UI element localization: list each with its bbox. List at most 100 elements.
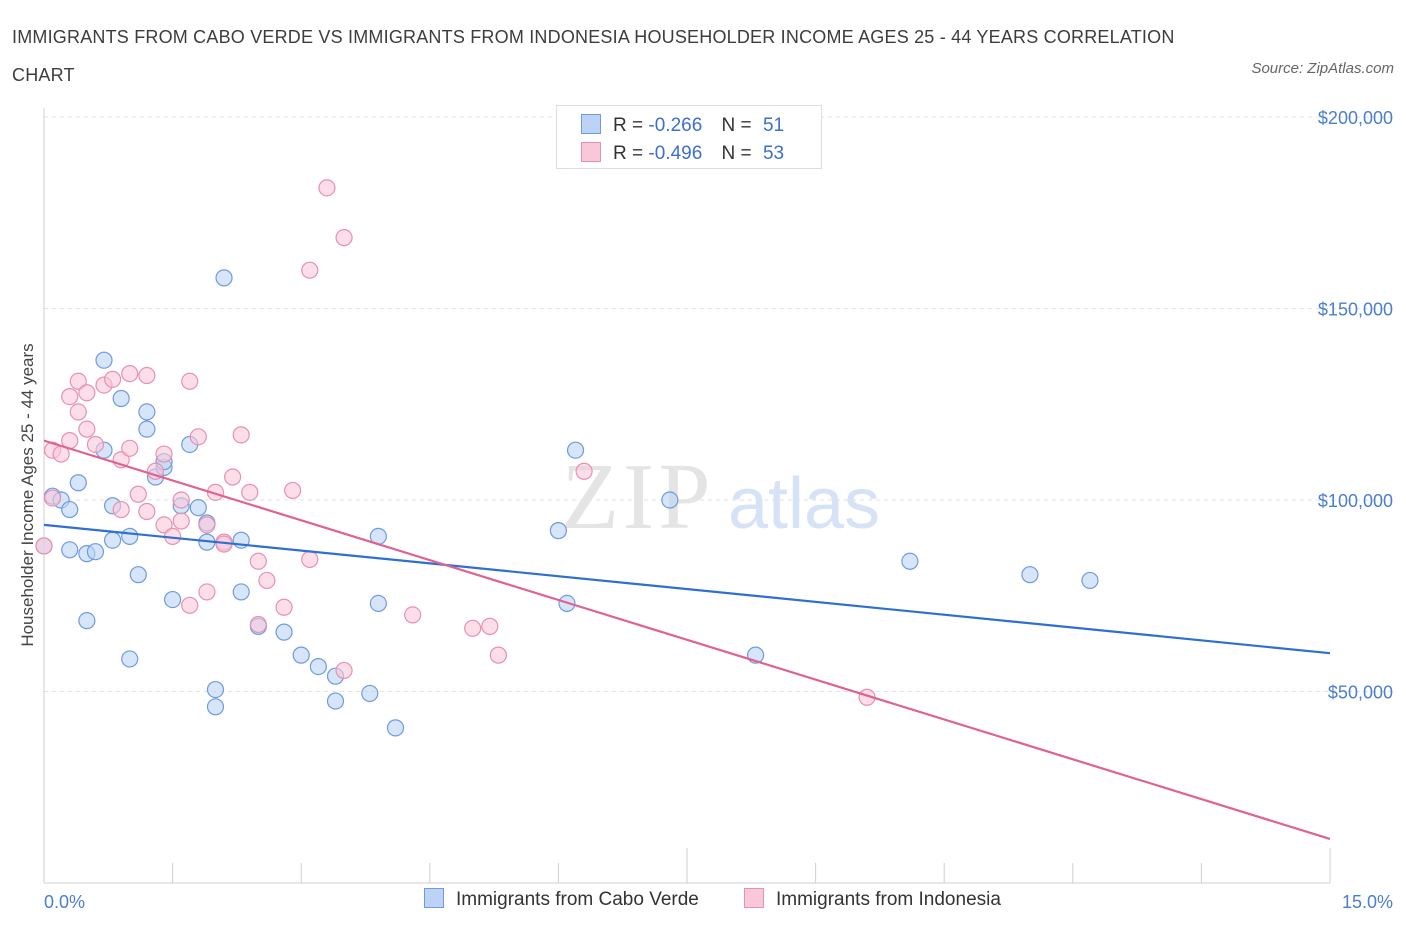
point-cabo-verde	[232, 583, 250, 601]
y-tick-label: $150,000	[1318, 300, 1393, 320]
point-indonesia	[404, 606, 422, 624]
source-label: Source: ZipAtlas.com	[1251, 60, 1394, 77]
legend-label: Immigrants from Indonesia	[776, 889, 1001, 910]
stats-r-label: R =	[613, 143, 644, 164]
point-indonesia	[224, 468, 242, 486]
grid-lines	[44, 116, 1394, 692]
trend-line-cabo-verde	[43, 523, 1331, 655]
point-indonesia	[181, 596, 199, 614]
y-tick-label: $50,000	[1328, 683, 1393, 703]
point-cabo-verde	[95, 351, 113, 369]
point-cabo-verde	[112, 389, 130, 408]
x-tick-label-min: 0.0%	[44, 892, 85, 912]
point-indonesia	[155, 516, 173, 534]
point-indonesia	[241, 483, 259, 501]
point-cabo-verde	[275, 623, 293, 641]
point-indonesia	[318, 179, 336, 197]
point-indonesia	[138, 366, 156, 385]
y-tick-label: $100,000	[1318, 491, 1393, 511]
point-indonesia	[129, 485, 147, 503]
point-indonesia	[69, 372, 87, 390]
y-tick-label: $200,000	[1318, 108, 1393, 128]
point-cabo-verde	[369, 594, 387, 613]
stats-n-label: N =	[721, 115, 752, 136]
x-tick-label-max: 15.0%	[1342, 892, 1393, 912]
stats-row-indonesia: R = -0.496 N = 53	[581, 142, 784, 170]
point-indonesia	[78, 384, 96, 402]
point-indonesia	[121, 439, 139, 457]
stats-n-value: 51	[762, 115, 785, 136]
stats-n-label: N =	[721, 143, 752, 164]
point-indonesia	[258, 571, 276, 590]
chart-title: IMMIGRANTS FROM CABO VERDE VS IMMIGRANTS…	[12, 27, 1175, 85]
point-cabo-verde	[61, 541, 79, 559]
point-cabo-verde	[566, 441, 585, 459]
stats-r-value: -0.266	[648, 115, 703, 136]
point-indonesia	[198, 516, 216, 534]
point-cabo-verde	[189, 499, 207, 517]
point-indonesia	[86, 435, 105, 454]
point-indonesia	[249, 552, 267, 570]
point-indonesia	[61, 387, 79, 406]
point-cabo-verde	[86, 543, 105, 561]
point-cabo-verde	[661, 491, 679, 509]
stats-n-value: 53	[762, 143, 785, 164]
point-cabo-verde	[309, 658, 327, 676]
point-cabo-verde	[549, 522, 568, 540]
y-axis-title: Householder Income Ages 25 - 44 years	[18, 343, 37, 646]
point-indonesia	[489, 646, 507, 664]
trend-lines	[43, 439, 1331, 841]
point-cabo-verde	[121, 527, 139, 545]
stats-row-cabo-verde: R = -0.266 N = 51	[581, 114, 784, 142]
watermark-zip: ZIP	[562, 445, 715, 549]
point-indonesia	[121, 365, 139, 383]
point-indonesia	[35, 537, 53, 555]
point-indonesia	[112, 500, 130, 519]
legend-label: Immigrants from Cabo Verde	[456, 889, 699, 910]
point-cabo-verde	[326, 692, 345, 710]
stats-r-label: R =	[613, 115, 644, 136]
point-cabo-verde	[69, 474, 87, 492]
point-indonesia	[181, 372, 199, 390]
point-cabo-verde	[138, 403, 156, 421]
stats-r-value: -0.496	[648, 143, 703, 164]
point-indonesia	[575, 462, 593, 480]
point-indonesia	[335, 229, 353, 247]
point-indonesia	[481, 617, 499, 635]
legend-swatch-cabo-verde	[424, 888, 444, 908]
legend-swatch-indonesia	[744, 888, 764, 908]
point-indonesia	[249, 615, 267, 634]
point-indonesia	[103, 370, 122, 388]
trend-line-indonesia	[43, 439, 1331, 841]
point-cabo-verde	[215, 269, 233, 287]
tick-labels: 0.0% 15.0% Householder Income Ages 25 - …	[18, 108, 1393, 912]
point-cabo-verde	[78, 612, 96, 630]
point-indonesia	[189, 428, 207, 446]
point-indonesia	[69, 403, 87, 421]
point-indonesia	[138, 502, 156, 521]
stats-swatch-cabo-verde	[581, 114, 601, 134]
point-indonesia	[172, 512, 190, 530]
stats-swatch-indonesia	[581, 142, 601, 162]
point-indonesia	[78, 420, 96, 438]
watermark-atlas: atlas	[728, 464, 880, 544]
stats-box: R = -0.266 N = 51 R = -0.496 N = 53	[556, 105, 822, 169]
legend-item-cabo-verde: Immigrants from Cabo Verde	[424, 888, 699, 911]
point-cabo-verde	[901, 552, 919, 570]
point-cabo-verde	[292, 646, 310, 664]
point-cabo-verde	[103, 531, 122, 549]
point-cabo-verde	[1081, 571, 1099, 590]
point-indonesia	[232, 426, 250, 444]
point-indonesia	[284, 481, 302, 500]
point-indonesia	[275, 598, 293, 616]
point-cabo-verde	[129, 566, 147, 584]
point-indonesia	[301, 550, 319, 568]
point-indonesia	[464, 619, 482, 637]
point-cabo-verde	[361, 684, 379, 703]
point-cabo-verde	[61, 500, 79, 519]
point-cabo-verde	[121, 650, 139, 668]
point-indonesia	[198, 583, 216, 601]
point-indonesia	[43, 489, 62, 507]
point-indonesia	[301, 261, 319, 279]
